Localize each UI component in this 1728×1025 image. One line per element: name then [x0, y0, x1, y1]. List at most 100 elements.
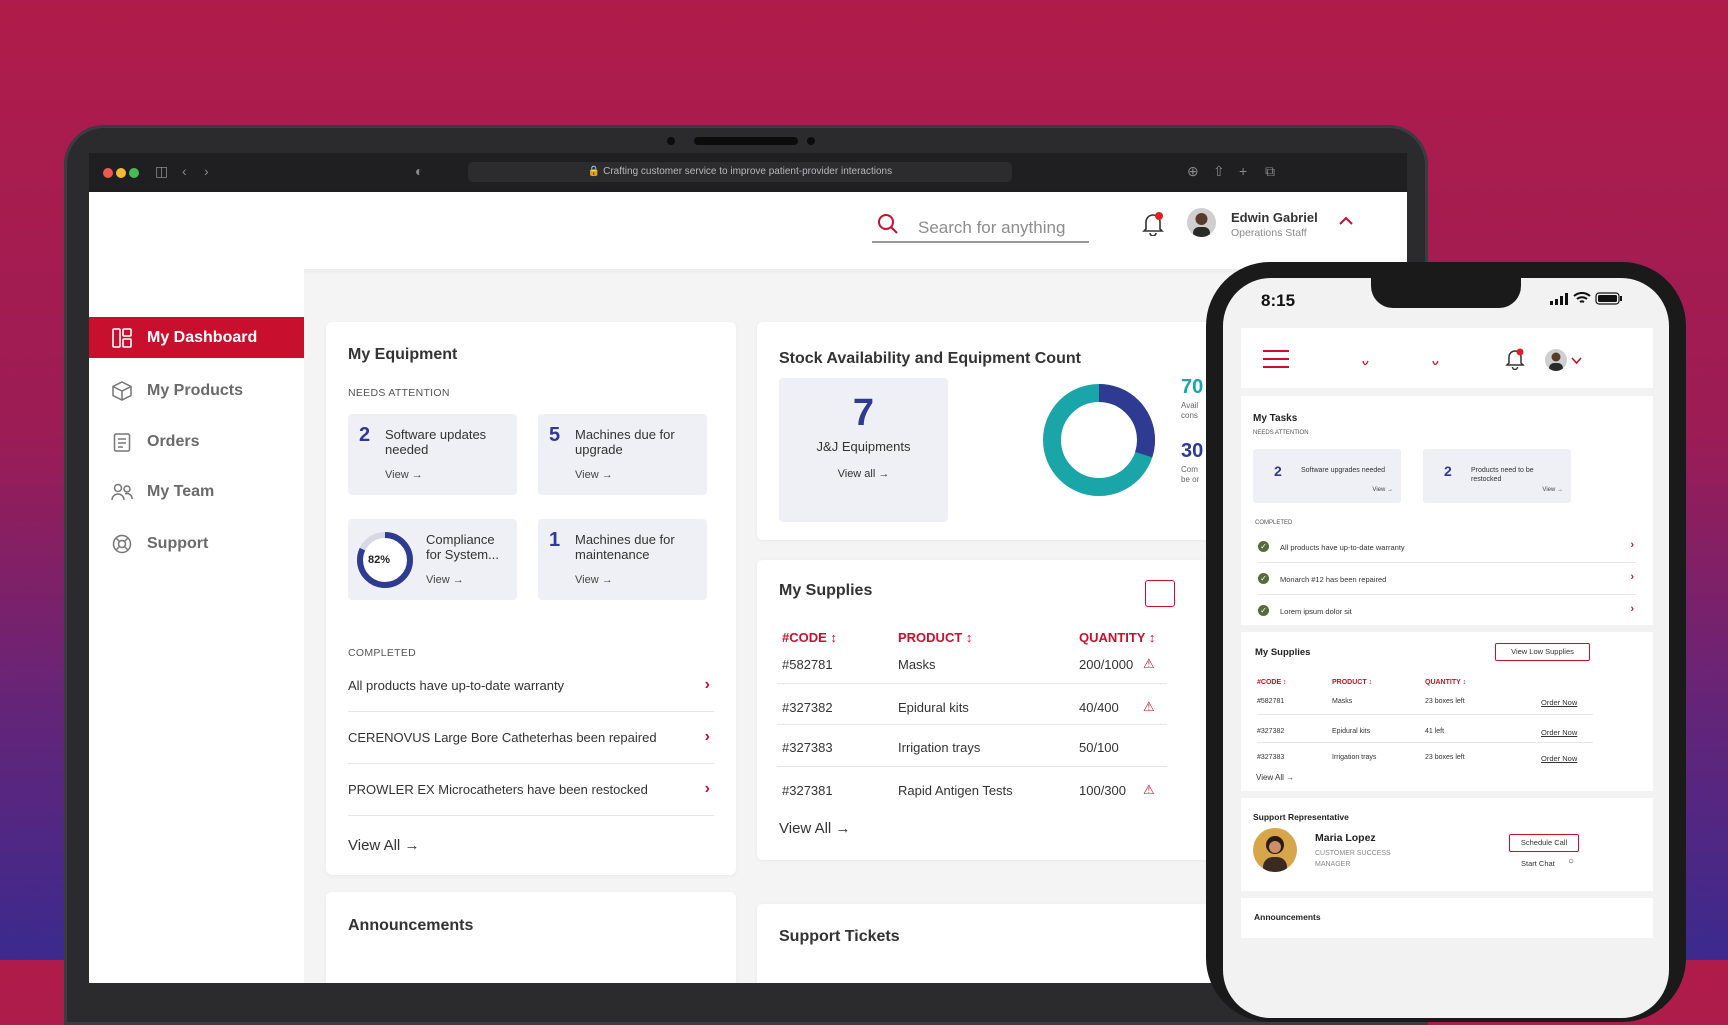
cell-code: #327382 — [782, 700, 833, 715]
stat-committed-label-2: be or — [1181, 475, 1200, 484]
tabs-overview-icon[interactable]: ⧉ — [1265, 163, 1275, 179]
row-divider — [1257, 714, 1593, 715]
task-tile[interactable]: 2 Software upgrades needed View → — [1253, 449, 1401, 503]
address-bar[interactable]: 🔒 Crafting customer service to improve p… — [468, 162, 1012, 182]
completed-label: COMPLETED — [1255, 520, 1293, 526]
search-input[interactable]: Search for anything — [872, 210, 1089, 243]
order-now-link[interactable]: Order Now — [1541, 728, 1578, 737]
start-chat-link[interactable]: Start Chat — [1521, 859, 1555, 868]
view-low-supplies-button[interactable]: View Low Supplies — [1495, 643, 1590, 661]
cell-product: Masks — [1332, 698, 1353, 705]
row-divider — [1257, 742, 1593, 743]
tile-view-link[interactable]: View → — [385, 469, 423, 481]
completed-row[interactable]: ✓ Monarch #12 has been repaired › — [1258, 563, 1636, 595]
schedule-call-button[interactable]: Schedule Call — [1509, 834, 1579, 852]
chevron-right-icon: › — [1630, 539, 1634, 551]
view-all-link[interactable]: View All → — [1256, 773, 1295, 782]
tile-text: Software upgrades needed — [1301, 467, 1386, 474]
order-now-link[interactable]: Order Now — [1541, 754, 1578, 763]
cell-code: #327382 — [1257, 728, 1285, 735]
team-icon — [111, 481, 133, 503]
column-header-code[interactable]: #CODE ↕ — [782, 630, 837, 645]
back-icon[interactable]: ‹ — [182, 163, 187, 179]
equipment-count-tile[interactable]: 7 J&J Equipments View all → — [779, 378, 948, 522]
attention-tile[interactable]: 2 Software updates needed View → — [348, 414, 517, 495]
forward-icon[interactable]: › — [204, 163, 209, 179]
completed-row[interactable]: All products have up-to-date warranty › — [348, 664, 714, 712]
chevron-right-icon: › — [704, 728, 710, 745]
sidebar-item-team[interactable]: My Team — [89, 471, 304, 512]
cell-product: Irrigation trays — [1332, 754, 1377, 761]
view-all-link[interactable]: View all → — [837, 468, 890, 480]
maximize-window-button[interactable] — [129, 168, 139, 178]
share-icon[interactable]: ⇧ — [1213, 163, 1225, 179]
completed-text: Monarch #12 has been repaired — [1280, 575, 1387, 584]
row-divider — [777, 766, 1167, 767]
chevron-up-icon[interactable] — [1339, 216, 1353, 226]
equipment-title: My Equipment — [348, 346, 458, 363]
cell-quantity: 50/100 — [1079, 740, 1119, 755]
app-header: Search for anything Edwin Gabriel Operat… — [89, 192, 1407, 269]
compliance-tile[interactable]: 82% Compliance for System... View → — [348, 519, 517, 600]
new-tab-icon[interactable]: + — [1239, 163, 1248, 179]
lifebuoy-icon — [111, 533, 133, 555]
wifi-icon — [1573, 292, 1591, 303]
shield-icon[interactable]: ◐ — [415, 163, 424, 179]
sidebar-toggle-icon[interactable]: ◫ — [155, 163, 169, 179]
compliance-percent: 82% — [368, 554, 391, 566]
phone-notch — [1371, 278, 1521, 308]
stat-available-label: Avail — [1181, 401, 1199, 410]
completed-row[interactable]: ✓ Lorem ipsum dolor sit › — [1258, 595, 1636, 627]
attention-tile[interactable]: 1 Machines due for maintenance View → — [538, 519, 707, 600]
sidebar-item-dashboard[interactable]: My Dashboard — [89, 317, 304, 358]
tile-view-link[interactable]: View → — [575, 574, 613, 586]
cell-quantity: 23 boxes left — [1425, 698, 1465, 705]
hamburger-menu-icon[interactable] — [1263, 350, 1289, 368]
download-icon[interactable]: ⊕ — [1187, 163, 1199, 179]
camera-bar — [694, 137, 798, 145]
completed-row[interactable]: ✓ All products have up-to-date warranty › — [1258, 531, 1636, 563]
notification-bell-icon[interactable] — [1142, 212, 1164, 236]
schedule-call-label: Schedule Call — [1520, 838, 1568, 847]
sidebar-item-orders[interactable]: Orders — [89, 421, 304, 462]
view-all-link[interactable]: View All → — [348, 837, 419, 854]
column-header-quantity[interactable]: QUANTITY ↕ — [1079, 630, 1156, 645]
cell-quantity: 23 boxes left — [1425, 754, 1465, 761]
equipment-count-label: J&J Equipments — [816, 439, 911, 454]
avatar[interactable] — [1187, 208, 1216, 237]
notification-bell-icon[interactable] — [1505, 348, 1525, 370]
equipment-card: My Equipment NEEDS ATTENTION 2 Software … — [326, 322, 736, 875]
close-window-button[interactable] — [103, 168, 113, 178]
check-icon: ✓ — [1258, 573, 1269, 584]
needs-attention-label: NEEDS ATTENTION — [1253, 430, 1309, 436]
phone-header — [1241, 328, 1653, 388]
avatar[interactable] — [1545, 349, 1567, 371]
column-header-product[interactable]: PRODUCT ↕ — [898, 630, 973, 645]
completed-label: COMPLETED — [348, 647, 417, 659]
tile-view-link[interactable]: View → — [426, 574, 464, 586]
compliance-ring — [357, 532, 413, 588]
tile-view-link[interactable]: View → — [1372, 487, 1393, 493]
sidebar-item-support[interactable]: Support — [89, 523, 304, 564]
sidebar-item-label: My Dashboard — [147, 328, 258, 346]
tile-view-link[interactable]: View → — [575, 469, 613, 481]
attention-tile[interactable]: 5 Machines due for upgrade View → — [538, 414, 707, 495]
minimize-window-button[interactable] — [116, 168, 126, 178]
view-all-link[interactable]: View All → — [779, 820, 850, 837]
column-header-product[interactable]: PRODUCT ↕ — [1332, 679, 1373, 686]
warning-icon: ⚠ — [1143, 656, 1155, 671]
column-header-quantity[interactable]: QUANTITY ↕ — [1425, 679, 1467, 686]
browser-toolbar: ◫ ‹ › ◐ 🔒 Crafting customer service to i… — [89, 153, 1407, 192]
column-header-code[interactable]: #CODE ↕ — [1257, 679, 1287, 686]
chat-bubble-icon[interactable]: ○ — [1568, 856, 1575, 867]
completed-row[interactable]: PROWLER EX Microcatheters have been rest… — [348, 768, 714, 816]
order-now-link[interactable]: Order Now — [1541, 698, 1578, 707]
chevron-down-icon[interactable] — [1571, 357, 1582, 365]
equipment-count: 7 — [852, 392, 875, 434]
task-tile[interactable]: 2 Products need to be restocked View → — [1423, 449, 1571, 503]
tile-view-link[interactable]: View → — [1542, 487, 1563, 493]
completed-row[interactable]: CERENOVUS Large Bore Catheterhas been re… — [348, 716, 714, 764]
supplies-action-button[interactable] — [1145, 580, 1175, 607]
cell-code: #582781 — [782, 657, 833, 672]
sidebar-item-products[interactable]: My Products — [89, 370, 304, 411]
